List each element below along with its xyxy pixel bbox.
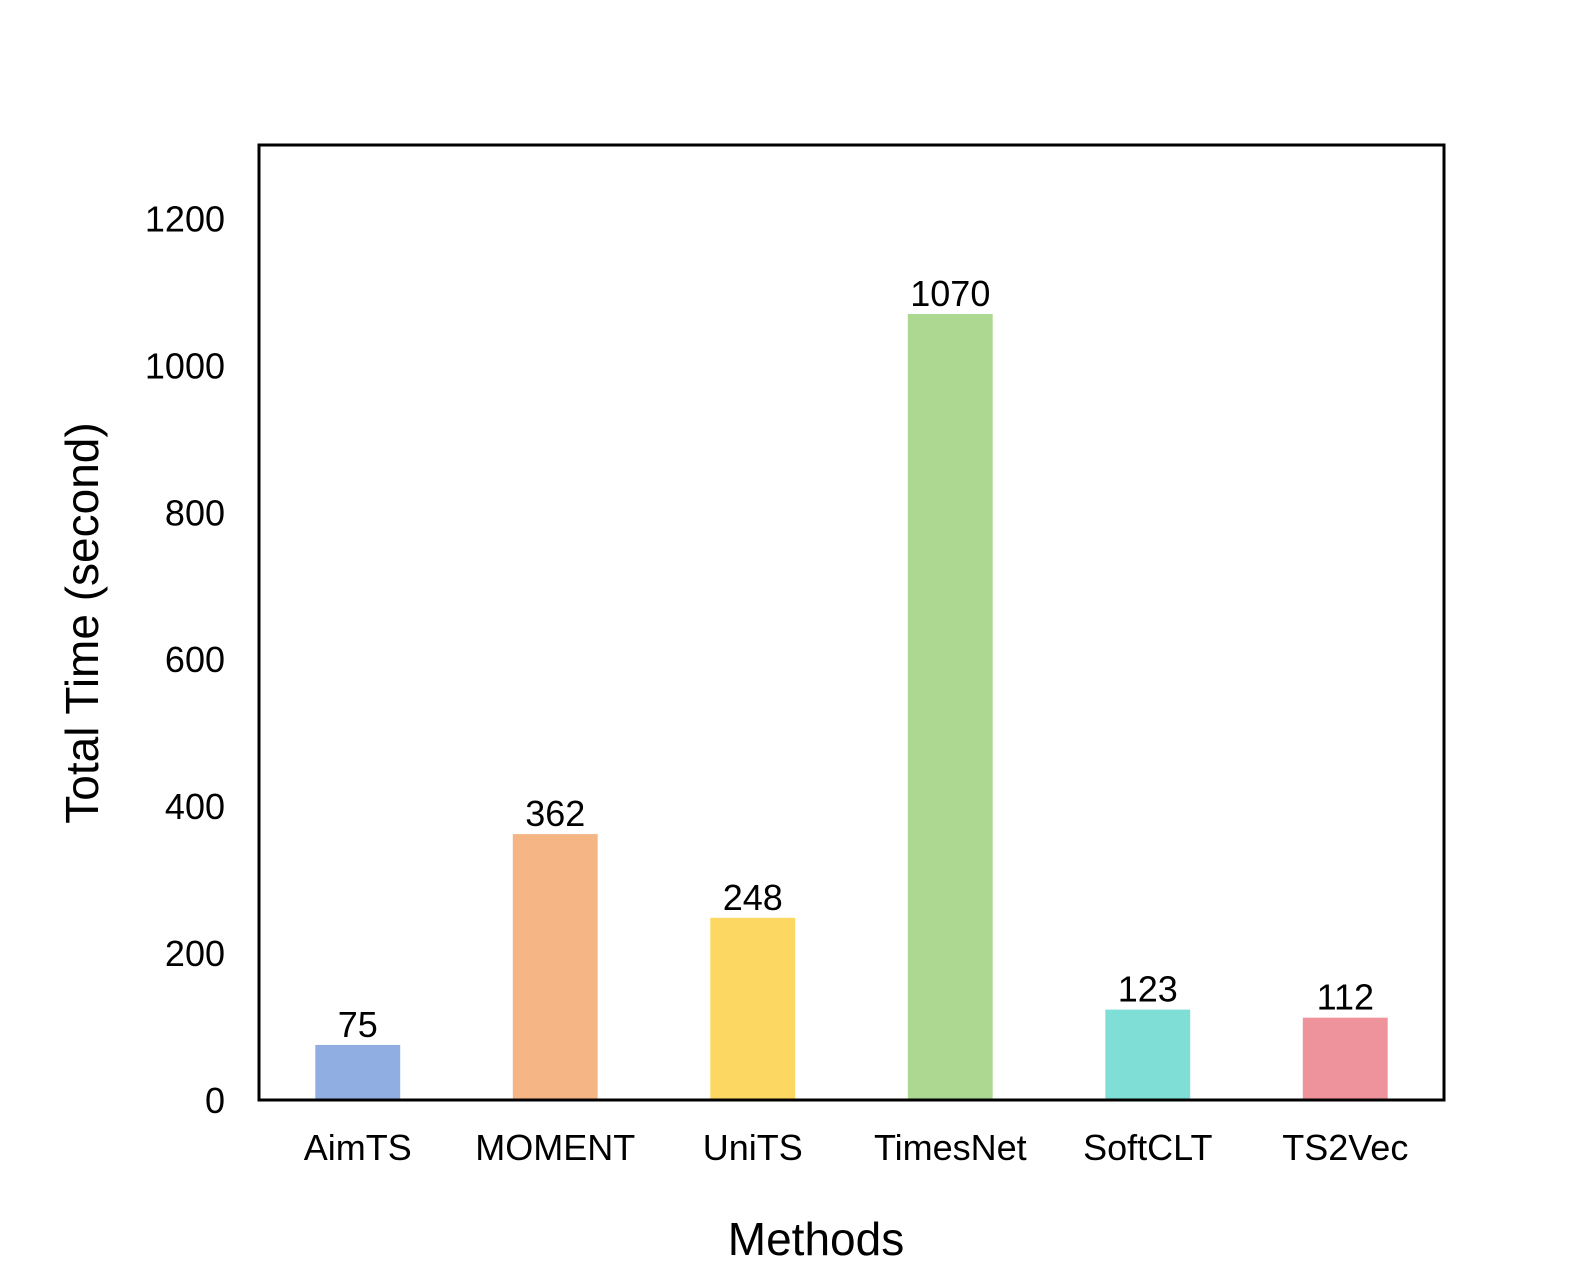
- data-label-moment: 362: [525, 793, 585, 834]
- x-axis-title: Methods: [728, 1213, 904, 1265]
- bar-moment: [512, 834, 598, 1100]
- x-tick-label-softclt: SoftCLT: [1083, 1127, 1212, 1168]
- x-tick-label-ts2vec: TS2Vec: [1282, 1127, 1408, 1168]
- x-tick-label-aimts: AimTS: [304, 1127, 412, 1168]
- y-axis-title: Total Time (second): [56, 422, 108, 823]
- data-labels-group: 75 362 248 1070 123 112: [338, 273, 1374, 1045]
- bar-softclt: [1105, 1009, 1191, 1100]
- bars-group: [315, 314, 1388, 1100]
- data-label-softclt: 123: [1118, 969, 1178, 1010]
- x-tick-label-timesnet: TimesNet: [874, 1127, 1027, 1168]
- data-label-timesnet: 1070: [910, 273, 990, 314]
- y-tick-label-1000: 1000: [145, 345, 225, 386]
- y-tick-label-200: 200: [165, 933, 225, 974]
- bar-timesnet: [907, 314, 993, 1100]
- y-tick-label-600: 600: [165, 639, 225, 680]
- bar-units: [710, 917, 796, 1100]
- x-tick-label-units: UniTS: [703, 1127, 803, 1168]
- y-tick-label-0: 0: [205, 1080, 225, 1121]
- bar-ts2vec: [1302, 1017, 1388, 1100]
- y-tick-label-800: 800: [165, 492, 225, 533]
- plot-frame: [257, 143, 1446, 1102]
- x-axis-ticks: AimTS MOMENT UniTS TimesNet SoftCLT TS2Vec: [304, 1127, 1409, 1168]
- y-tick-label-1200: 1200: [145, 199, 225, 240]
- x-tick-label-moment: MOMENT: [475, 1127, 635, 1168]
- data-label-units: 248: [723, 877, 783, 918]
- data-label-ts2vec: 112: [1317, 977, 1374, 1018]
- y-axis-ticks: 0 200 400 600 800 1000 1200: [145, 199, 225, 1122]
- y-tick-label-400: 400: [165, 786, 225, 827]
- data-label-aimts: 75: [338, 1004, 378, 1045]
- bar-aimts: [315, 1044, 401, 1100]
